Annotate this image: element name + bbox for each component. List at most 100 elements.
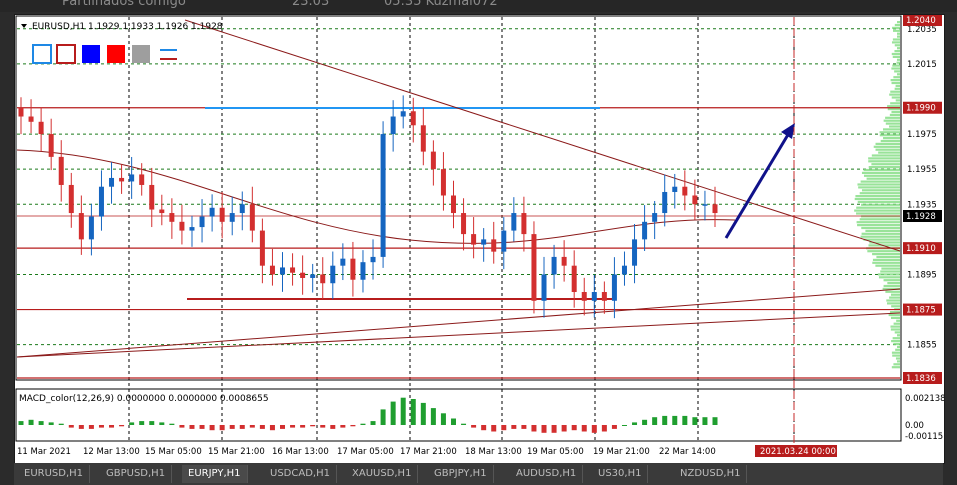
macd-bar xyxy=(611,425,617,429)
volume-bar xyxy=(861,189,900,192)
volume-bar xyxy=(897,47,900,50)
candle-body xyxy=(239,204,245,214)
macd-label: -0.00115 xyxy=(905,432,943,442)
volume-bar xyxy=(886,299,900,302)
volume-bar xyxy=(879,131,900,134)
candle-body xyxy=(119,177,125,182)
symbol-tab[interactable]: NZDUSD,H1 xyxy=(674,465,748,483)
red-fill-button[interactable] xyxy=(107,45,125,63)
volume-bar xyxy=(897,21,900,24)
candle-body xyxy=(229,213,235,222)
time-label: 11 Mar 2021 xyxy=(17,447,71,457)
horizontal-levels[interactable] xyxy=(17,107,900,379)
volume-bar xyxy=(889,296,900,299)
volume-bar xyxy=(897,73,900,76)
candle-body xyxy=(340,258,346,266)
candle-body xyxy=(521,213,527,235)
candle-body xyxy=(692,195,698,205)
symbol-tab[interactable]: AUDUSD,H1 xyxy=(510,465,584,483)
volume-bar xyxy=(883,119,900,122)
time-label: 19 Mar 21:00 xyxy=(593,447,650,457)
candle-body xyxy=(290,267,296,273)
macd-bar xyxy=(571,425,577,431)
candle-body xyxy=(682,186,688,196)
symbol-tabs: EURUSD,H1 GBPUSD,H1 EURJPY,H1 USDCAD,H1 XAUU… xyxy=(14,463,943,485)
symbol-tab[interactable]: EURJPY,H1 xyxy=(182,465,248,483)
macd-bar xyxy=(300,425,306,428)
macd-bar xyxy=(209,425,215,431)
volume-bar xyxy=(872,253,900,256)
window-title: Partilhados comigo xyxy=(62,0,186,9)
macd-bar xyxy=(621,425,627,426)
symbol-tab[interactable]: EURUSD,H1 xyxy=(18,465,91,483)
candle-body xyxy=(571,265,577,293)
macd-bar xyxy=(28,419,34,425)
volume-bar xyxy=(887,282,900,285)
chart-svg[interactable]: EURUSD,H1 1.1929 1.1933 1.1926 1.1928 MA… xyxy=(15,15,944,463)
blue-fill-button[interactable] xyxy=(82,45,100,63)
volume-bar xyxy=(860,180,900,183)
volume-bar xyxy=(894,331,900,334)
red-outline-button[interactable] xyxy=(56,44,76,64)
candle-body xyxy=(561,256,567,266)
volume-bar xyxy=(868,166,900,169)
candle-body xyxy=(98,186,104,217)
price-label: 1.2015 xyxy=(907,60,937,70)
candle-body xyxy=(430,151,436,170)
volume-bar xyxy=(863,168,900,172)
price-panel[interactable] xyxy=(15,15,902,381)
macd-bar xyxy=(662,415,668,425)
blue-outline-button[interactable] xyxy=(32,44,52,64)
volume-bar xyxy=(892,26,900,29)
volume-bar xyxy=(891,41,900,44)
symbol-tab[interactable]: USDCAD,H1 xyxy=(264,465,337,483)
projection-arrow[interactable] xyxy=(724,123,795,239)
candle-body xyxy=(38,121,44,135)
line-style-button[interactable] xyxy=(160,49,177,60)
candle-body xyxy=(380,134,386,257)
symbol-tab[interactable]: XAUUSD,H1 xyxy=(346,465,419,483)
time-label: 18 Mar 13:00 xyxy=(465,447,522,457)
up-trendline xyxy=(16,288,901,358)
collapse-arrow-icon[interactable] xyxy=(21,24,27,28)
volume-bar xyxy=(871,154,900,157)
gray-fill-button[interactable] xyxy=(132,45,150,63)
volume-bar xyxy=(891,305,900,308)
symbol-tab[interactable]: US30,H1 xyxy=(592,465,649,483)
macd-label: 0.002138 xyxy=(905,394,944,404)
time-axis[interactable]: 11 Mar 2021 12 Mar 13:00 15 Mar 05:00 15 Ma… xyxy=(17,447,716,457)
candle-body xyxy=(109,177,115,187)
macd-bar xyxy=(199,425,205,429)
volume-bar xyxy=(894,50,900,53)
symbol-tab[interactable]: GBPJPY,H1 xyxy=(428,465,494,483)
macd-panel[interactable] xyxy=(15,388,902,442)
macd-bar xyxy=(259,425,265,429)
symbol-tab[interactable]: GBPUSD,H1 xyxy=(100,465,173,483)
candle-body xyxy=(450,195,456,214)
chart-window[interactable]: EURUSD,H1 1.1929 1.1933 1.1926 1.1928 MA… xyxy=(14,14,945,464)
macd-bar xyxy=(58,423,64,425)
macd-bar xyxy=(98,425,104,428)
object-toolbar[interactable] xyxy=(32,44,177,64)
volume-bar xyxy=(863,238,900,241)
candle-body xyxy=(471,234,477,245)
candle-body xyxy=(169,213,175,222)
symbol-info: EURUSD,H1 1.1929 1.1933 1.1926 1.1928 xyxy=(32,22,223,32)
time-highlight: 2021.03.24 00:00 xyxy=(755,445,837,457)
volume-bar xyxy=(892,38,900,41)
volume-bar xyxy=(892,337,900,340)
volume-bar xyxy=(891,351,900,354)
volume-bar xyxy=(872,261,900,264)
macd-bar xyxy=(712,417,718,425)
volume-bar xyxy=(863,174,900,177)
price-label: 1.1895 xyxy=(907,270,937,280)
candle-body xyxy=(199,216,205,228)
trendlines[interactable] xyxy=(16,19,901,358)
volume-bar xyxy=(860,235,900,238)
macd-bar xyxy=(290,425,296,428)
macd-bar xyxy=(672,415,678,425)
time-label: 15 Mar 05:00 xyxy=(145,447,202,457)
price-axis[interactable]: 1.2035 1.2015 1.1975 1.1955 1.1935 1.1895 1.18… xyxy=(907,25,937,351)
volume-bar xyxy=(883,128,900,131)
volume-bar xyxy=(856,206,900,209)
